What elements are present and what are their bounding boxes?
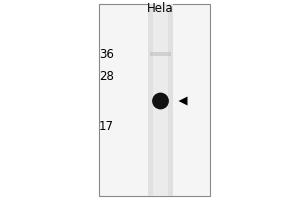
Text: Hela: Hela (147, 2, 174, 16)
FancyBboxPatch shape (99, 4, 210, 196)
Text: 28: 28 (99, 71, 114, 84)
FancyBboxPatch shape (150, 52, 171, 56)
Text: 36: 36 (99, 47, 114, 60)
Ellipse shape (152, 93, 169, 109)
Polygon shape (178, 97, 188, 106)
FancyBboxPatch shape (154, 4, 167, 196)
FancyBboxPatch shape (148, 4, 173, 196)
Text: 17: 17 (99, 119, 114, 132)
